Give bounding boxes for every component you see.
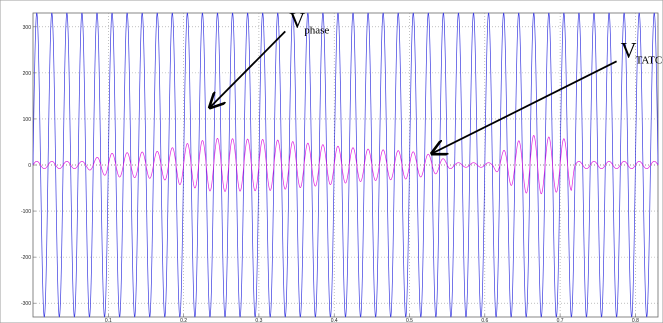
annotation-sublabel-phase: phase bbox=[304, 24, 329, 36]
y-tick-label: -200 bbox=[21, 255, 31, 261]
annotation-label-phase: V bbox=[289, 7, 305, 32]
annotation-arrow-phase bbox=[210, 30, 286, 107]
ticks: 0.1 0.2 0.3 0.4 0.5 0.6 0.7 0.8 300 200 100 0 -100 -2… bbox=[21, 25, 639, 323]
x-tick-label: 0.1 bbox=[105, 318, 112, 323]
y-tick-label: 200 bbox=[23, 71, 32, 77]
x-tick-label: 0.2 bbox=[180, 318, 187, 323]
x-tick-label: 0.8 bbox=[632, 318, 639, 323]
y-tick-label: 0 bbox=[28, 163, 31, 169]
y-tick-label: -100 bbox=[21, 209, 31, 215]
y-tick-label: 300 bbox=[23, 25, 32, 31]
annotation-sublabel-statcom: TATCOM bbox=[636, 54, 663, 66]
x-tick-label: 0.7 bbox=[557, 318, 564, 323]
x-tick-label: 0.5 bbox=[406, 318, 413, 323]
series-line-phase bbox=[32, 12, 659, 318]
series-line-statcom bbox=[32, 135, 659, 195]
annotation-label-statcom: V bbox=[621, 37, 637, 62]
y-tick-label: 100 bbox=[23, 117, 32, 123]
annotation-arrow-statcom bbox=[432, 60, 617, 153]
series-layer bbox=[32, 12, 659, 318]
grid bbox=[33, 13, 658, 317]
x-tick-label: 0.3 bbox=[255, 318, 262, 323]
y-tick-label: -300 bbox=[21, 301, 31, 307]
x-tick-label: 0.6 bbox=[481, 318, 488, 323]
x-tick-label: 0.4 bbox=[331, 318, 338, 323]
annotations: VphaseVTATCOM bbox=[210, 7, 663, 153]
